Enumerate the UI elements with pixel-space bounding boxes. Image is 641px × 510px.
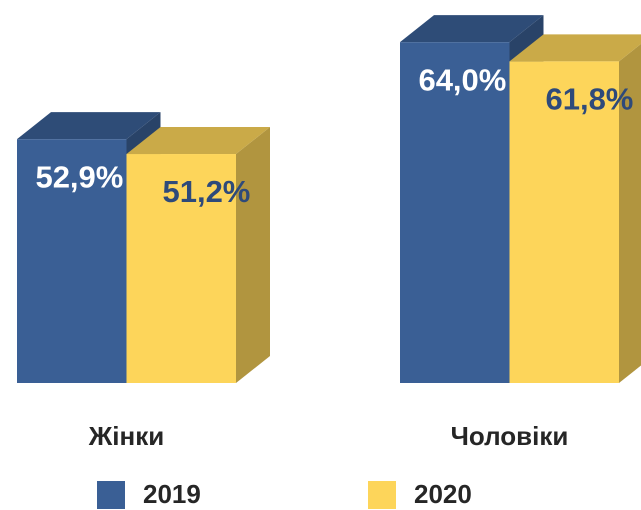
legend-swatch: [97, 481, 125, 509]
value-label: 64,0%: [418, 62, 506, 97]
legend-label: 2020: [414, 479, 472, 509]
category-label: Чоловіки: [451, 421, 569, 451]
value-label: 51,2%: [162, 174, 250, 209]
bar-top: [400, 15, 544, 43]
bar-top: [509, 34, 641, 62]
bar-side: [236, 127, 270, 383]
bar-top: [126, 127, 270, 155]
legend-swatch: [368, 481, 396, 509]
bar: [126, 154, 236, 383]
legend-label: 2019: [143, 479, 201, 509]
value-label: 52,9%: [35, 159, 123, 194]
bar: [17, 139, 127, 383]
bar: [509, 61, 619, 383]
category-label: Жінки: [88, 421, 164, 451]
value-label: 61,8%: [545, 82, 633, 117]
bar-side: [619, 43, 641, 383]
bar-top: [17, 112, 161, 140]
bar: [400, 42, 510, 383]
